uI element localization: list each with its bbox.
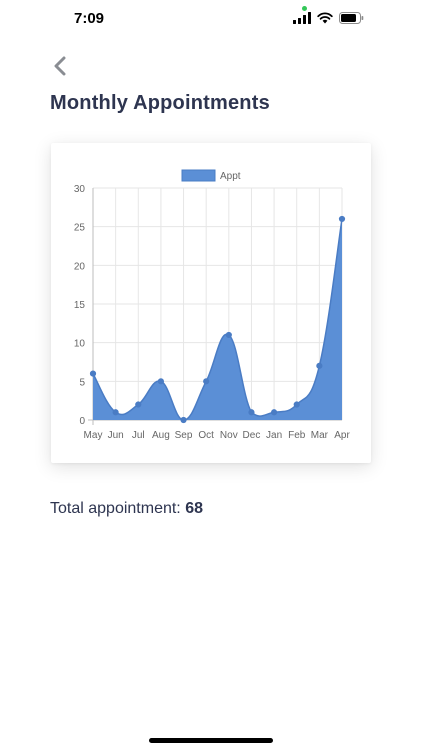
x-tick-label: Nov [220, 430, 238, 441]
data-point [112, 409, 119, 416]
page-title: Monthly Appointments [50, 92, 270, 114]
x-tick-label: Aug [152, 430, 170, 441]
cellular-signal-icon [293, 12, 311, 24]
data-point [338, 215, 346, 223]
y-tick-label: 0 [79, 416, 85, 427]
y-tick-label: 30 [74, 184, 86, 195]
y-tick-label: 15 [74, 300, 86, 311]
battery-icon [339, 12, 364, 24]
status-bar: 7:09 [0, 0, 422, 40]
data-point [316, 362, 323, 369]
x-tick-label: Oct [198, 430, 214, 441]
x-tick-label: Apr [334, 430, 350, 441]
data-point [135, 401, 142, 408]
data-point [270, 409, 278, 416]
y-tick-label: 5 [79, 377, 85, 388]
y-tick-label: 10 [74, 339, 86, 350]
total-label: Total appointment: [50, 500, 186, 517]
legend-swatch [181, 169, 216, 182]
legend-label: Appt [220, 171, 241, 182]
x-tick-label: May [84, 430, 103, 441]
data-point [293, 401, 300, 408]
status-icons [293, 12, 364, 24]
chevron-left-icon [54, 56, 66, 76]
total-appointments: Total appointment: 68 [50, 500, 203, 518]
home-indicator [149, 738, 273, 743]
x-tick-label: Sep [175, 430, 193, 441]
privacy-indicator-dot [302, 6, 307, 11]
series-area-appt [93, 218, 342, 420]
x-tick-label: Mar [311, 430, 329, 441]
back-button[interactable] [46, 52, 74, 80]
data-point [89, 370, 97, 377]
x-tick-label: Jun [108, 430, 124, 441]
appointments-area-chart: 0 5 10 15 20 25 30 May Jun Jul Aug Sep Oct Nov Dec Jan F… [74, 169, 350, 441]
data-point [225, 331, 232, 339]
data-point [180, 416, 187, 424]
chart-card: 0 5 10 15 20 25 30 May Jun Jul Aug Sep Oct Nov Dec Jan F… [51, 143, 371, 463]
y-tick-label: 20 [74, 261, 86, 272]
x-tick-label: Jan [266, 430, 282, 441]
y-tick-label: 25 [74, 223, 86, 234]
wifi-icon [317, 12, 333, 24]
x-tick-label: Feb [288, 430, 306, 441]
x-tick-label: Dec [243, 430, 261, 441]
data-point [157, 378, 165, 385]
data-point [203, 378, 210, 385]
x-tick-label: Jul [132, 430, 145, 441]
data-point [248, 409, 255, 416]
total-value: 68 [185, 500, 203, 517]
status-time: 7:09 [74, 10, 105, 27]
